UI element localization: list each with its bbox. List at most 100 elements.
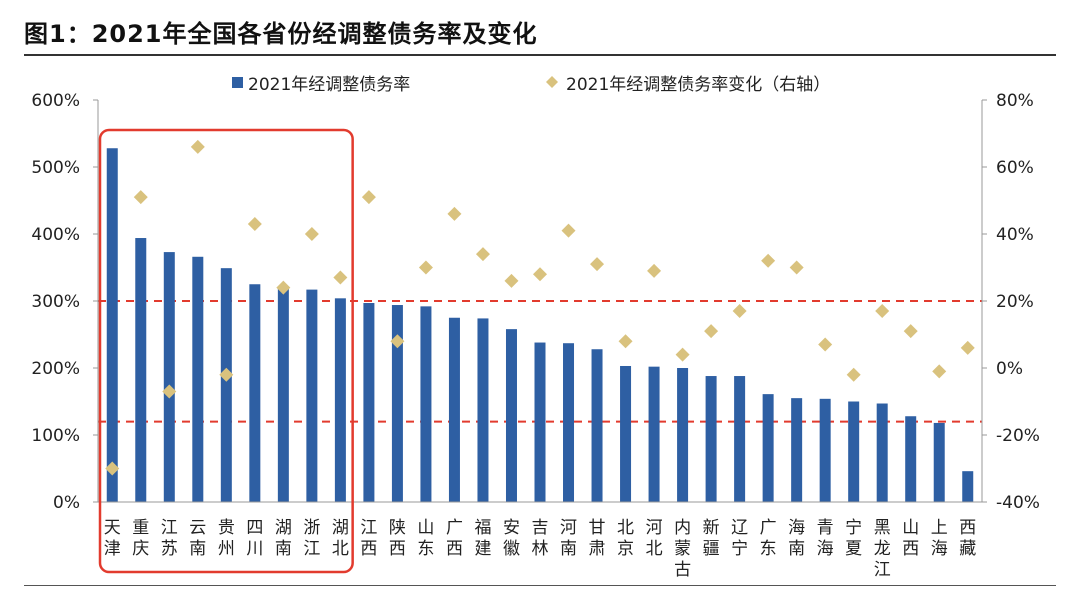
bar [620,365,632,502]
change-marker [561,223,576,238]
bar [277,287,289,502]
right-tick-label: 60% [996,158,1034,178]
change-marker [475,247,490,262]
bar [762,394,774,502]
left-tick-label: 100% [31,426,80,446]
left-tick-label: 300% [31,292,80,312]
bar [677,368,689,502]
category-label: 广西 [446,518,463,559]
bar [591,349,603,502]
category-label: 重庆 [132,518,149,559]
bar [306,289,318,502]
change-marker [418,260,433,275]
category-label: 新疆 [703,518,720,559]
category-label: 贵州 [218,518,235,559]
right-tick-label: 0% [996,359,1023,379]
bar [420,306,432,502]
category-label: 北京 [617,518,634,559]
change-marker [761,253,776,268]
title-rule [24,54,1056,56]
bar [734,376,746,502]
bar [106,148,118,503]
category-label: 四川 [246,518,263,559]
change-marker [903,324,918,339]
legend-marker-label: 2021年经调整债务率变化（右轴） [566,75,830,95]
category-label: 安徽 [503,518,520,559]
bar [220,268,232,502]
category-label: 甘肃 [589,518,606,559]
category-label: 河南 [560,518,577,559]
change-marker [932,364,947,379]
category-label: 黑龙江 [874,518,891,580]
left-tick-label: 400% [31,225,80,245]
category-label: 青海 [817,518,834,559]
category-label: 江西 [360,518,377,559]
bar [705,376,717,502]
change-marker [219,367,234,382]
change-marker [304,227,319,241]
category-label: 吉林 [532,518,549,559]
right-tick-label: -20% [996,426,1040,446]
bar [163,252,175,502]
left-tick-label: 0% [53,493,80,513]
bar [477,318,489,502]
category-label: 陕西 [389,518,406,559]
category-label: 河北 [646,518,663,559]
bar [505,329,517,502]
change-marker [247,216,262,231]
category-label: 云南 [189,518,206,559]
bar [791,398,803,502]
bar [448,317,460,502]
bar [819,398,831,502]
change-marker [732,304,747,319]
change-marker [447,206,462,221]
category-label: 辽宁 [731,518,748,559]
legend-marker-swatch [546,76,558,88]
legend-bar-swatch [232,77,243,88]
change-marker [190,139,205,154]
left-tick-label: 500% [31,158,80,178]
bar [249,284,261,502]
change-marker [361,190,376,205]
bar [563,343,575,502]
category-label: 天津 [104,518,121,559]
left-tick-label: 600% [31,91,80,111]
category-label: 浙江 [303,518,320,559]
change-marker [704,324,719,339]
category-label: 西藏 [959,518,976,559]
right-tick-label: -40% [996,493,1040,513]
bar [876,403,888,502]
change-marker [133,190,148,205]
right-tick-label: 80% [996,91,1034,111]
change-marker [504,273,519,288]
change-marker [675,347,690,362]
change-marker [875,304,890,319]
change-marker [105,461,120,476]
change-marker [647,263,662,278]
change-marker [162,384,177,399]
change-marker [533,267,547,282]
bar [962,471,974,502]
bar [905,416,917,502]
category-label: 上海 [931,518,948,559]
category-label: 宁夏 [845,518,862,559]
change-marker [960,340,975,355]
bottom-rule [24,585,1056,586]
bar [648,366,660,502]
right-tick-label: 40% [996,225,1034,245]
category-label: 湖北 [332,518,349,559]
bar [363,303,375,502]
category-label: 广东 [760,518,777,559]
category-label: 福建 [474,518,491,559]
category-label: 山西 [902,518,919,559]
page-title: 图1：2021年全国各省份经调整债务率及变化 [24,20,538,48]
bar [192,256,204,502]
left-tick-label: 200% [31,359,80,379]
change-marker [846,367,861,382]
legend: 2021年经调整债务率 2021年经调整债务率变化（右轴） [232,75,830,95]
category-label: 海南 [788,518,805,559]
change-marker [390,334,405,349]
category-label: 内蒙古 [674,518,691,580]
category-label: 湖南 [275,518,292,559]
